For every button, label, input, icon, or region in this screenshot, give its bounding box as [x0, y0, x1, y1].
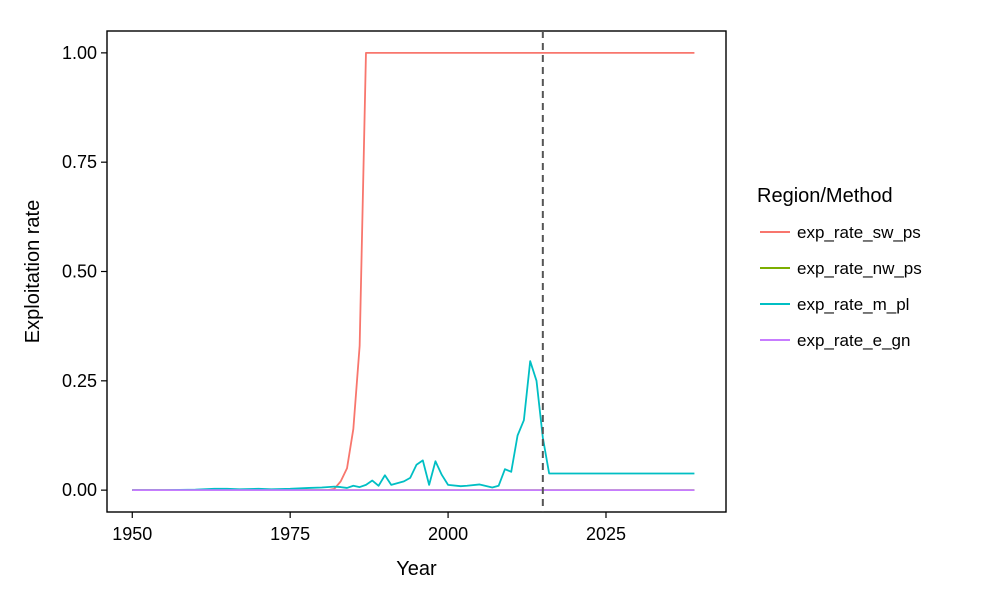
y-tick-label: 1.00: [62, 43, 97, 63]
x-axis: 1950 1975 2000 2025: [112, 512, 626, 544]
x-tick-label: 2025: [586, 524, 626, 544]
y-axis-title: Exploitation rate: [22, 200, 44, 343]
legend-label: exp_rate_e_gn: [797, 331, 910, 350]
legend: Region/Method exp_rate_sw_ps exp_rate_nw_…: [757, 185, 922, 350]
y-tick-label: 0.50: [62, 262, 97, 282]
legend-items: exp_rate_sw_ps exp_rate_nw_ps exp_rate_m_p…: [760, 223, 922, 350]
legend-title: Region/Method: [757, 185, 893, 207]
y-tick-label: 0.00: [62, 480, 97, 500]
y-axis: 0.00 0.25 0.50 0.75 1.00: [62, 43, 107, 500]
legend-label: exp_rate_nw_ps: [797, 259, 922, 278]
legend-label: exp_rate_m_pl: [797, 295, 909, 314]
series-layer: [132, 51, 695, 492]
legend-label: exp_rate_sw_ps: [797, 223, 921, 242]
y-tick-label: 0.75: [62, 152, 97, 172]
x-axis-title: Year: [396, 558, 437, 580]
x-tick-label: 2000: [428, 524, 468, 544]
y-tick-label: 0.25: [62, 371, 97, 391]
series-line-exp-rate-m-pl: [132, 360, 695, 492]
x-tick-label: 1950: [112, 524, 152, 544]
x-tick-label: 1975: [270, 524, 310, 544]
